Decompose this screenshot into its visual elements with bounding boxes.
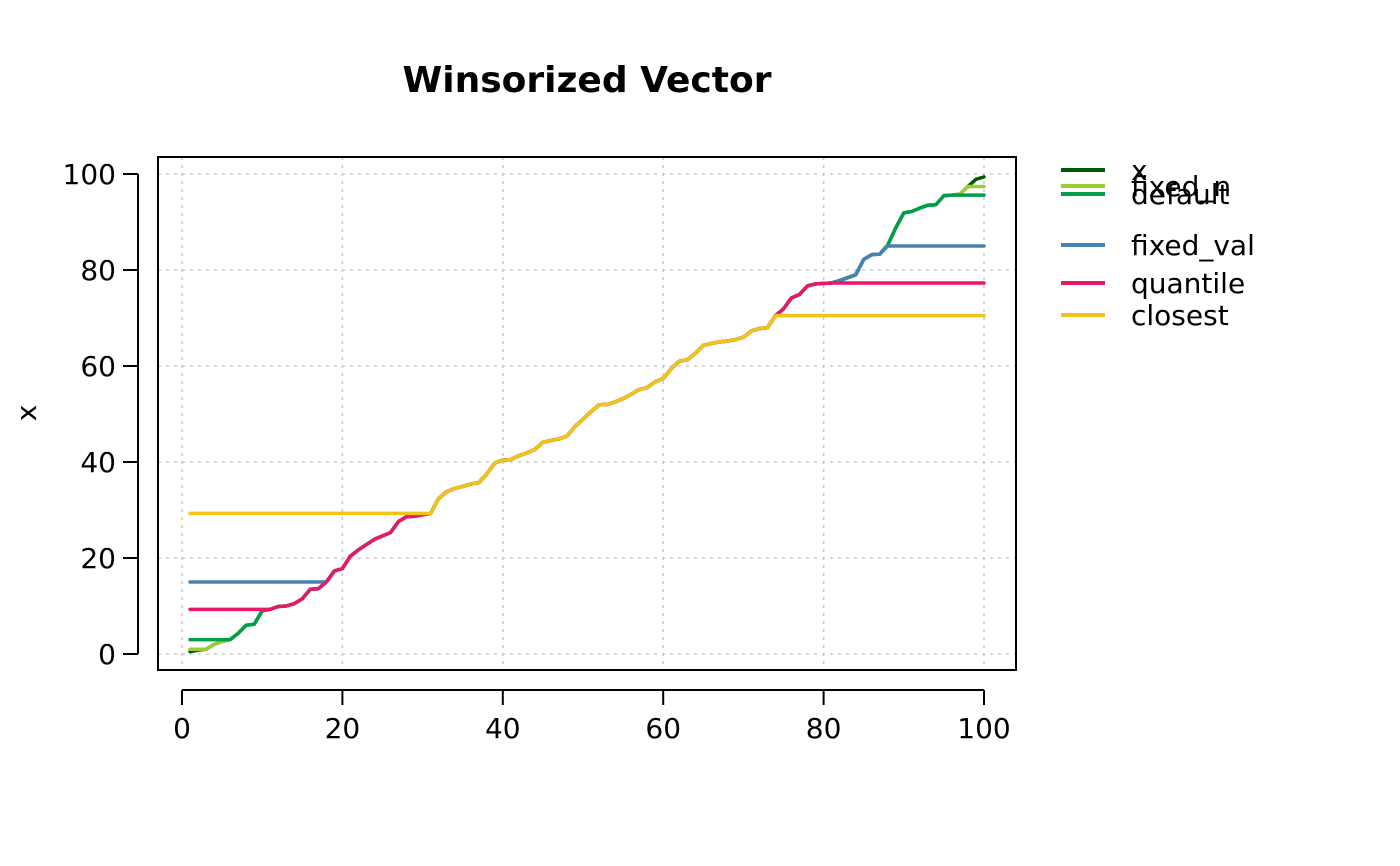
grid bbox=[158, 157, 1016, 670]
plot-frame bbox=[157, 156, 1017, 671]
x-tick-label-2: 40 bbox=[485, 712, 521, 745]
y-tick-label-2: 40 bbox=[80, 446, 116, 479]
legend-label-x: x bbox=[1131, 154, 1148, 187]
y-tick-label-4: 80 bbox=[80, 254, 116, 287]
series-lines bbox=[188, 175, 986, 654]
x-tick-label-0: 0 bbox=[173, 712, 191, 745]
series-line-quantile bbox=[188, 281, 986, 612]
y-tick-label-5: 100 bbox=[63, 158, 116, 191]
y-axis-label: x bbox=[10, 405, 43, 422]
legend-label-fixed-n: fixed_n bbox=[1131, 170, 1231, 203]
legend-label-closest: closest bbox=[1131, 299, 1229, 332]
x-tick-label-3: 60 bbox=[645, 712, 681, 745]
x-tick-label-5: 100 bbox=[957, 712, 1010, 745]
x-tick-label-4: 80 bbox=[806, 712, 842, 745]
x-tick-label-1: 20 bbox=[325, 712, 361, 745]
y-tick-label-3: 60 bbox=[80, 350, 116, 383]
y-tick-label-0: 0 bbox=[98, 638, 116, 671]
legend-label-quantile: quantile bbox=[1131, 267, 1245, 300]
axes: 0 20 40 60 80 100 0 20 40 60 80 100 bbox=[63, 158, 1011, 745]
chart-title: Winsorized Vector bbox=[403, 60, 772, 101]
y-tick-label-1: 20 bbox=[80, 542, 116, 575]
legend-label-fixed-val: fixed_val bbox=[1131, 229, 1255, 262]
series-line-closest bbox=[188, 313, 986, 516]
legend-label-default: default bbox=[1131, 178, 1230, 211]
